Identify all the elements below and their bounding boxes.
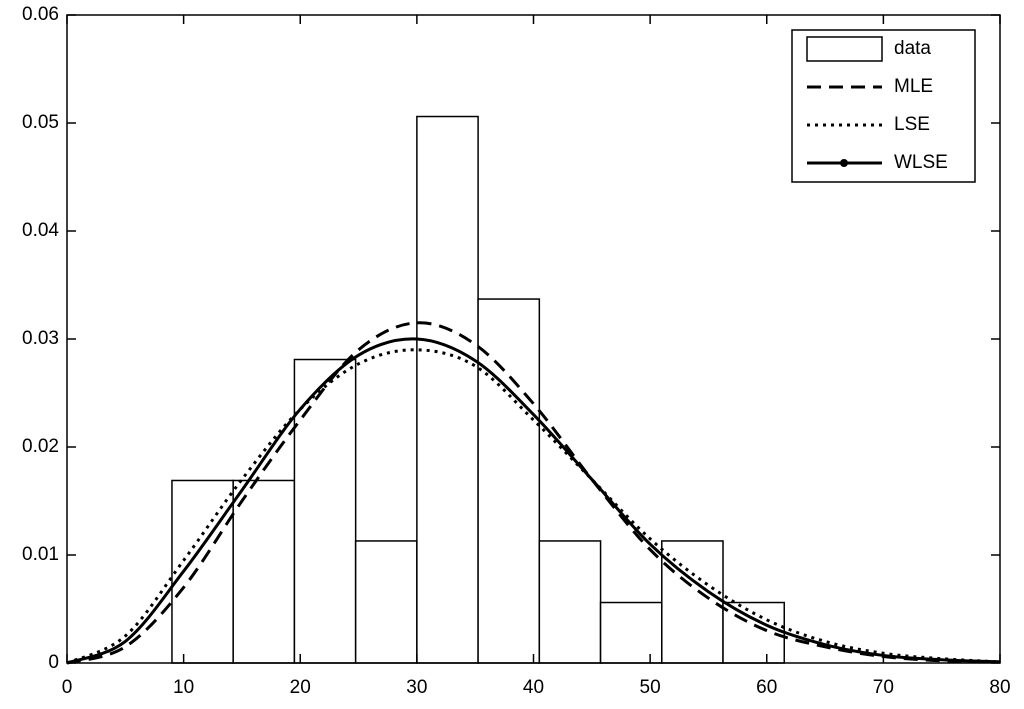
fit-curve [66, 337, 1001, 665]
histogram-bar [538, 540, 602, 664]
x-tick-label: 20 [290, 677, 311, 698]
histogram-bar [416, 115, 479, 664]
legend-label: LSE [894, 114, 930, 135]
histogram-bar [354, 540, 418, 664]
histogram-bar [599, 601, 663, 664]
legend-patch [806, 36, 883, 62]
y-tick-label: 0.05 [22, 112, 59, 133]
x-tick-label: 10 [173, 677, 194, 698]
y-tick-label: 0.01 [22, 544, 59, 565]
y-tick-label: 0.03 [22, 328, 59, 349]
y-tick-label: 0.02 [22, 436, 59, 457]
x-tick-label: 50 [640, 677, 661, 698]
legend-label: WLSE [894, 152, 948, 173]
x-tick-label: 60 [756, 677, 777, 698]
legend-marker [840, 159, 848, 167]
fit-curve [66, 321, 1001, 665]
x-tick-label: 40 [523, 677, 544, 698]
histogram-bar [477, 298, 541, 664]
histogram-bar [232, 479, 296, 664]
y-tick-label: 0.06 [22, 4, 59, 25]
legend-label: data [894, 38, 931, 59]
x-tick-label: 30 [406, 677, 427, 698]
x-tick-label: 70 [873, 677, 894, 698]
legend-label: MLE [894, 76, 933, 97]
y-tick-label: 0 [48, 652, 59, 673]
histogram-bar [661, 540, 724, 664]
x-tick-label: 0 [62, 677, 73, 698]
y-tick-label: 0.04 [22, 220, 59, 241]
histogram-bar [171, 479, 234, 664]
x-tick-label: 80 [989, 677, 1010, 698]
histogram-bar [293, 358, 357, 664]
